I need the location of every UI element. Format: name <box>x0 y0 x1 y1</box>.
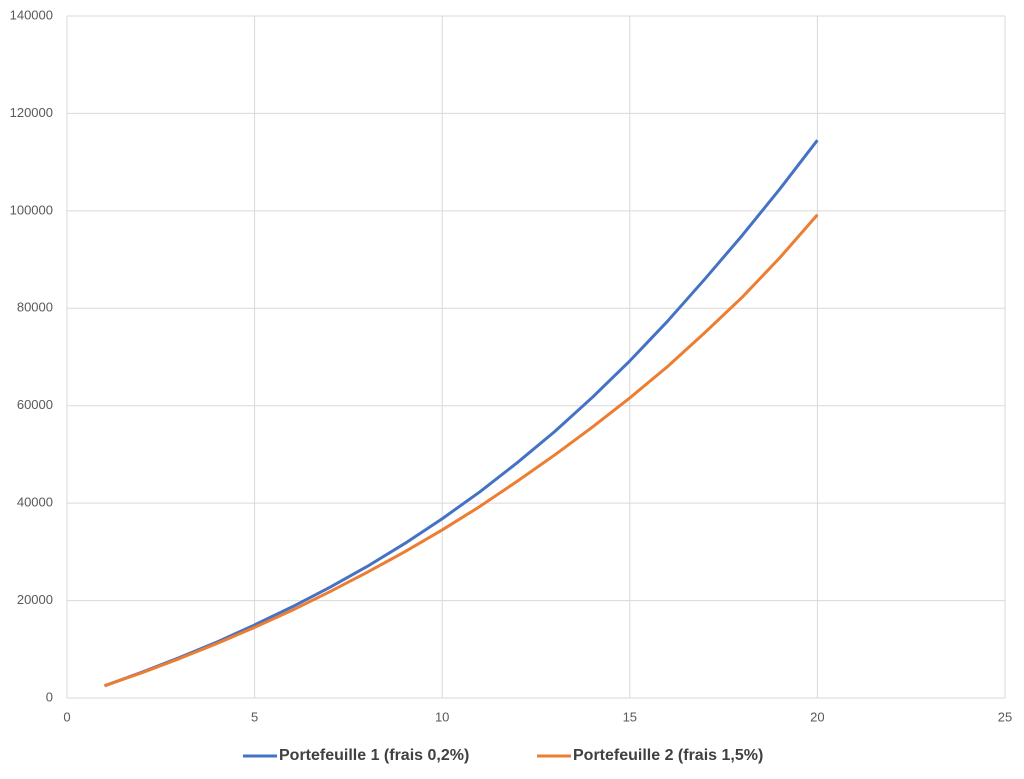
y-tick-label: 100000 <box>10 202 53 217</box>
y-tick-label: 20000 <box>17 592 53 607</box>
x-tick-label: 0 <box>63 709 70 724</box>
x-tick-label: 20 <box>810 709 824 724</box>
legend-label: Portefeuille 1 (frais 0,2%) <box>279 747 469 764</box>
x-tick-label: 5 <box>251 709 258 724</box>
legend-label: Portefeuille 2 (frais 1,5%) <box>573 747 763 764</box>
y-tick-label: 140000 <box>10 7 53 22</box>
series-line <box>104 213 819 688</box>
x-tick-label: 10 <box>435 709 449 724</box>
x-tick-label: 25 <box>998 709 1012 724</box>
y-tick-label: 120000 <box>10 105 53 120</box>
x-tick-label: 15 <box>623 709 637 724</box>
y-tick-label: 80000 <box>17 300 53 315</box>
y-tick-label: 40000 <box>17 495 53 510</box>
series-line <box>104 139 819 688</box>
y-tick-label: 0 <box>46 689 53 704</box>
y-tick-label: 60000 <box>17 397 53 412</box>
